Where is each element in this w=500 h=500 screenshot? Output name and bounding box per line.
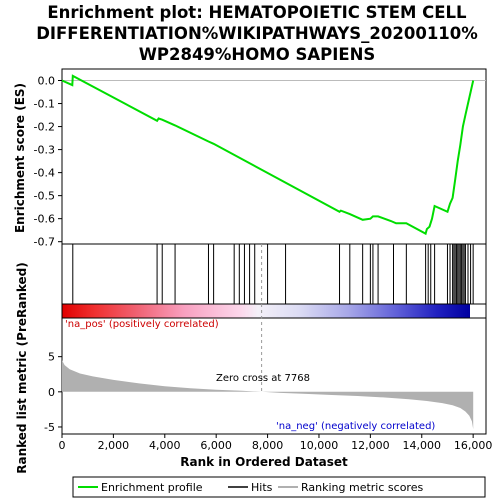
x-tick-label: 0 [59,439,66,452]
x-tick-label: 10,000 [300,439,339,452]
chart-title: Enrichment plot: HEMATOPOIETIC STEM CELL… [36,3,478,64]
x-axis-label: Rank in Ordered Dataset [180,455,348,469]
x-tick-label: 8,000 [252,439,284,452]
annotation-neg: 'na_neg' (negatively correlated) [276,421,435,432]
metric-y-axis-label: Ranked list metric (PreRanked) [15,262,29,474]
metric-y-axis: 5 0 -5 [44,351,62,434]
ranking-color-bar [62,304,470,318]
hits-marks [72,244,474,304]
es-y-tick-label: 0.0 [38,75,56,88]
title-line-3: WP2849%HOMO SAPIENS [139,45,376,64]
x-tick-label: 14,000 [403,439,442,452]
metric-y-tick-label: -5 [44,421,55,434]
es-y-axis-label: Enrichment score (ES) [13,83,27,233]
metric-y-tick-label: 0 [48,386,55,399]
annotation-zero-cross: Zero cross at 7768 [216,373,310,384]
enrichment-profile-line [61,74,475,236]
metric-panel [61,317,487,435]
es-y-tick-label: -0.6 [34,213,55,226]
x-tick-label: 2,000 [98,439,130,452]
x-tick-label: 4,000 [149,439,181,452]
es-y-tick-label: -0.7 [34,236,55,249]
x-tick-label: 16,000 [454,439,493,452]
ranking-metric-area [62,360,474,430]
es-panel [61,68,487,245]
es-y-tick-label: -0.3 [34,144,55,157]
legend-hits: Hits [251,481,273,494]
x-tick-label: 12,000 [351,439,390,452]
x-axis: 0 2,000 4,000 6,000 8,000 10,000 12,000 14,000 1… [59,434,493,452]
es-y-tick-label: -0.1 [34,98,55,111]
es-y-tick-label: -0.2 [34,121,55,134]
legend: Enrichment profile Hits Ranking metric s… [72,476,486,498]
legend-enrichment-profile: Enrichment profile [101,481,203,494]
es-y-tick-label: -0.4 [34,167,55,180]
es-y-tick-label: -0.5 [34,190,55,203]
es-y-axis: 0.0 -0.1 -0.2 -0.3 -0.4 -0.5 -0.6 -0.7 [34,75,62,249]
hits-panel [61,243,487,305]
annotation-pos: 'na_pos' (positively correlated) [65,319,219,330]
metric-y-tick-label: 5 [48,351,55,364]
legend-ranking-metric: Ranking metric scores [301,481,423,494]
title-line-2: DIFFERENTIATION%WIKIPATHWAYS_20200110% [36,24,478,43]
title-line-1: Enrichment plot: HEMATOPOIETIC STEM CELL [47,3,467,22]
x-tick-label: 6,000 [200,439,232,452]
